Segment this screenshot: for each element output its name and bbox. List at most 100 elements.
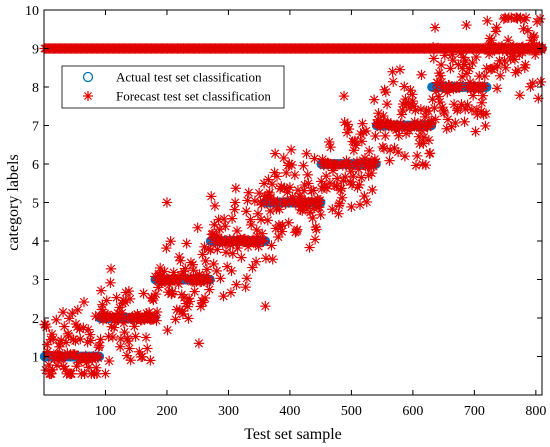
- x-axis-label: Test set sample: [244, 426, 342, 443]
- forecast-point: [276, 226, 288, 237]
- forecast-point: [356, 172, 367, 183]
- forecast-point: [378, 110, 389, 122]
- forecast-point: [304, 242, 315, 253]
- forecast-point: [199, 292, 211, 304]
- forecast-point: [250, 256, 262, 267]
- forecast-point: [471, 51, 482, 63]
- forecast-point: [101, 295, 112, 306]
- forecast-point: [151, 315, 162, 326]
- forecast-point: [145, 355, 156, 366]
- forecast-point: [85, 335, 96, 346]
- forecast-point: [411, 150, 423, 162]
- forecast-point: [394, 64, 406, 75]
- forecast-point: [69, 349, 80, 360]
- forecast-point: [370, 156, 382, 168]
- forecast-point: [491, 22, 502, 33]
- forecast-point: [416, 69, 427, 80]
- ticks-layer: 100 200 300 400 500 600 700 800 1 2 3 4 5 6 7 8 9 10: [25, 4, 546, 419]
- forecast-point: [220, 247, 232, 258]
- forecast-point: [530, 49, 541, 60]
- forecast-point: [405, 84, 416, 96]
- forecast-point: [204, 284, 215, 295]
- forecast-point: [480, 108, 492, 119]
- forecast-point: [281, 167, 292, 179]
- forecast-point: [368, 94, 380, 105]
- forecast-point: [528, 32, 539, 43]
- forecast-point: [343, 123, 355, 135]
- forecast-point: [188, 265, 199, 276]
- forecast-point: [285, 144, 297, 155]
- forecast-point: [533, 93, 544, 104]
- forecast-point: [458, 59, 470, 70]
- forecast-point: [82, 336, 93, 348]
- forecast-point: [470, 126, 481, 137]
- forecast-point: [257, 228, 268, 239]
- forecast-point: [482, 15, 493, 27]
- x-tick-label: 600: [402, 404, 423, 419]
- forecast-point: [63, 330, 74, 342]
- forecast-point: [360, 125, 372, 137]
- forecast-point: [364, 145, 375, 157]
- forecast-point: [267, 254, 278, 265]
- legend-actual-marker: [82, 71, 94, 83]
- forecast-point: [350, 140, 361, 151]
- forecast-point: [192, 222, 203, 233]
- forecast-point: [477, 90, 489, 101]
- forecast-point: [302, 169, 313, 181]
- forecast-point: [420, 159, 431, 171]
- forecast-point: [283, 217, 294, 228]
- forecast-point: [177, 308, 189, 320]
- forecast-point: [336, 192, 348, 203]
- forecast-point: [231, 225, 243, 237]
- forecast-point: [189, 286, 200, 297]
- forecast-point: [247, 262, 258, 273]
- forecast-point: [488, 62, 500, 73]
- forecast-point: [298, 160, 309, 171]
- forecast-point: [428, 53, 439, 64]
- forecast-point: [348, 171, 359, 182]
- forecast-point: [370, 130, 381, 142]
- y-tick-label: 10: [25, 4, 39, 19]
- forecast-point: [93, 342, 104, 353]
- forecast-point: [534, 13, 546, 25]
- forecast-point: [289, 169, 301, 181]
- legend-box: [61, 65, 285, 109]
- forecast-point: [447, 54, 459, 66]
- forecast-point: [435, 70, 446, 81]
- forecast-point: [309, 234, 321, 245]
- forecast-point: [387, 66, 398, 77]
- forecast-point: [167, 286, 178, 297]
- forecast-point: [286, 159, 297, 171]
- forecast-point: [226, 213, 238, 224]
- forecast-point: [236, 252, 247, 263]
- forecast-point: [461, 19, 472, 31]
- forecast-point: [206, 191, 217, 202]
- forecast-point: [459, 116, 470, 127]
- forecast-point: [491, 83, 503, 94]
- forecast-point: [142, 343, 153, 354]
- forecast-point: [262, 215, 273, 226]
- forecast-point: [430, 114, 441, 125]
- forecast-point: [51, 314, 62, 325]
- legend-forecast-marker: [83, 91, 93, 101]
- forecast-point: [193, 338, 205, 349]
- forecast-point: [410, 160, 422, 171]
- forecast-point: [438, 105, 449, 117]
- forecast-point: [245, 214, 256, 225]
- forecast-point: [346, 201, 357, 213]
- forecast-point: [418, 138, 429, 149]
- forecast-point: [209, 219, 220, 230]
- forecast-point: [123, 335, 134, 347]
- forecast-point: [492, 60, 503, 72]
- y-tick-label: 8: [32, 81, 39, 96]
- forecast-point: [520, 59, 531, 71]
- forecast-point: [447, 49, 458, 60]
- forecast-point: [271, 171, 283, 182]
- forecast-point: [407, 89, 418, 100]
- forecast-point: [284, 182, 296, 193]
- forecast-point: [450, 117, 461, 129]
- forecast-point: [198, 297, 209, 308]
- forecast-point: [366, 167, 377, 179]
- forecast-point: [95, 334, 106, 345]
